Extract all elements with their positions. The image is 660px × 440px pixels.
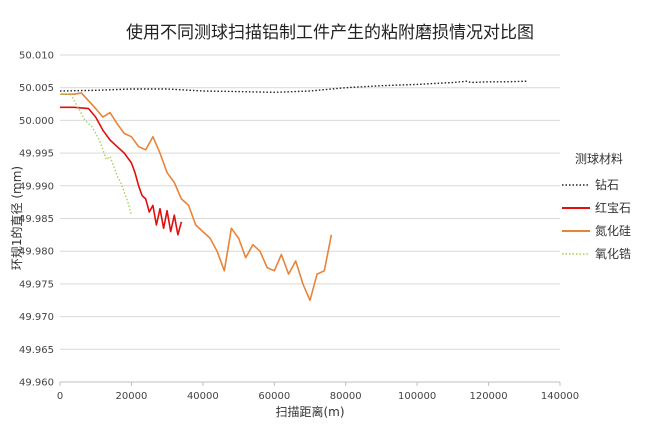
y-tick-label: 50.005 — [19, 83, 54, 94]
x-tick-label: 0 — [57, 391, 63, 402]
axes: 49.960 49.965 49.970 49.975 49.980 49.985 49.9… — [19, 51, 579, 403]
y-tick-label: 49.965 — [19, 345, 54, 356]
y-tick-label: 50.000 — [19, 116, 54, 127]
chart-title: 使用不同测球扫描铝制工件产生的粘附磨损情况对比图 — [126, 22, 534, 43]
x-tick-label: 80000 — [330, 391, 362, 402]
legend-label: 红宝石 — [595, 200, 631, 215]
x-tick-label: 20000 — [116, 391, 148, 402]
series-line-0 — [59, 80, 528, 94]
series-line-1 — [60, 106, 183, 236]
y-tick-label: 49.995 — [19, 149, 54, 160]
x-tick-label: 100000 — [398, 391, 436, 402]
legend-label: 氧化锆 — [595, 247, 631, 261]
x-tick-label: 60000 — [258, 391, 290, 402]
y-axis-label: 环规1的直径 (mm) — [9, 166, 24, 270]
legend-label: 氮化硅 — [595, 223, 631, 238]
y-tick-label: 49.980 — [19, 247, 54, 258]
y-tick-label: 49.960 — [19, 378, 54, 389]
y-tick-label: 49.990 — [19, 181, 54, 192]
gridlines — [60, 54, 560, 383]
legend-label: 钻石 — [595, 177, 619, 192]
y-tick-label: 49.970 — [19, 312, 54, 323]
y-tick-label: 49.985 — [19, 214, 54, 225]
y-tick-label: 50.010 — [19, 51, 54, 62]
series-line-2 — [60, 92, 333, 302]
series-line-3 — [60, 93, 133, 216]
y-tick-label: 49.975 — [19, 279, 54, 290]
x-axis-label: 扫描距离(m) — [275, 404, 344, 419]
x-tick-label: 140000 — [541, 391, 579, 402]
series-lines — [59, 80, 528, 302]
x-tick-label: 40000 — [187, 391, 219, 402]
x-tick-label: 120000 — [469, 391, 507, 402]
legend-title: 测球材料 — [575, 152, 623, 166]
